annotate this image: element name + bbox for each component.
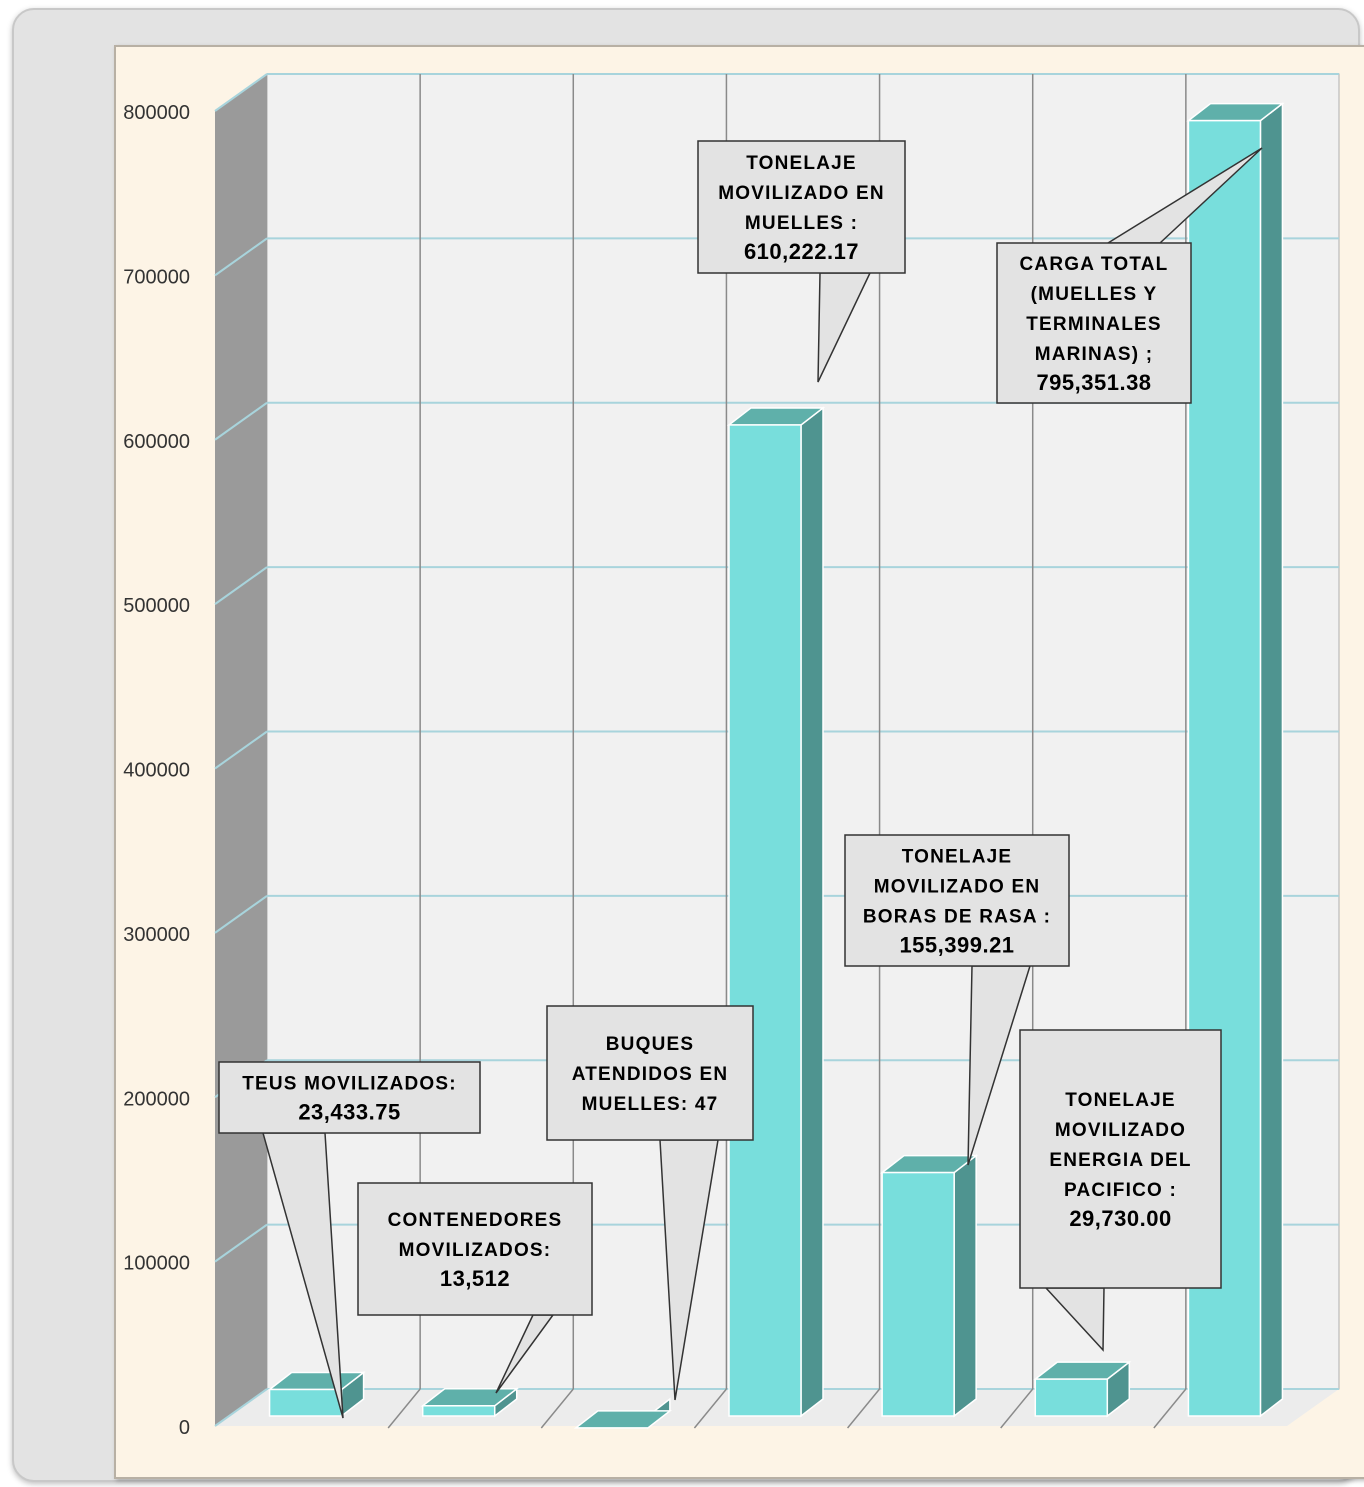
data-label: (MUELLES Y	[1031, 284, 1158, 305]
bar	[1034, 1378, 1109, 1417]
y-tick-label: 600000	[123, 431, 190, 453]
callout-box	[546, 1005, 754, 1141]
bar-side	[953, 1154, 977, 1418]
data-label: ENERGIA DEL	[1049, 1150, 1191, 1171]
gridline-side	[214, 237, 268, 277]
data-label: TONELAJE	[1065, 1090, 1176, 1111]
bar-side	[800, 406, 824, 1418]
data-label: TONELAJE	[746, 153, 857, 174]
gridline-side	[214, 566, 268, 605]
bar	[268, 1388, 343, 1417]
bar-side	[1259, 102, 1284, 1418]
gridline-side	[214, 730, 268, 770]
bar	[421, 1405, 496, 1417]
floor-tick	[693, 1388, 728, 1429]
data-label: 795,351.38	[1036, 370, 1151, 395]
gridline-side	[214, 1223, 268, 1263]
data-label: MARINAS) ;	[1035, 344, 1154, 365]
data-label: BUQUES	[606, 1034, 695, 1055]
y-tick-label: 100000	[123, 1253, 190, 1275]
data-label: ATENDIDOS EN	[572, 1064, 729, 1085]
data-label: CONTENEDORES	[388, 1210, 563, 1231]
callout-box	[218, 1061, 481, 1134]
data-label: CARGA TOTAL	[1019, 254, 1168, 275]
bar	[881, 1171, 955, 1417]
gridline-side	[214, 1388, 268, 1427]
data-label: 13,512	[440, 1266, 510, 1291]
gridline-side	[214, 73, 268, 112]
callout-box	[996, 242, 1192, 404]
callout-box	[844, 834, 1070, 967]
y-tick-label: 0	[179, 1417, 190, 1439]
y-tick-label: 200000	[123, 1088, 190, 1110]
gridline-side	[214, 895, 268, 934]
data-label: MUELLES :	[745, 213, 858, 234]
callout-box	[1019, 1029, 1222, 1289]
bar-top	[573, 1410, 673, 1429]
y-tick-label: 800000	[123, 102, 190, 124]
data-label: MOVILIZADO EN	[874, 877, 1041, 898]
data-label: BORAS DE RASA :	[863, 907, 1051, 928]
y-tick-label: 700000	[123, 266, 190, 288]
data-label: 29,730.00	[1069, 1206, 1171, 1231]
floor-tick	[1153, 1388, 1187, 1429]
data-label: MOVILIZADO	[1055, 1120, 1186, 1141]
y-tick-label: 500000	[123, 595, 190, 617]
data-label: MOVILIZADO EN	[718, 183, 885, 204]
y-tick-label: 300000	[123, 924, 190, 946]
data-label: MOVILIZADOS:	[399, 1240, 552, 1261]
y-tick-label: 400000	[123, 760, 190, 782]
bar	[728, 424, 802, 1417]
data-label: TONELAJE	[902, 847, 1013, 868]
gridline-side	[214, 401, 268, 441]
data-label: TERMINALES	[1026, 314, 1162, 335]
data-label: PACIFICO :	[1064, 1180, 1177, 1201]
data-label: 155,399.21	[899, 933, 1014, 958]
floor-tick	[1000, 1388, 1034, 1429]
data-label: 610,222.17	[744, 239, 859, 264]
floor-tick	[540, 1388, 574, 1429]
floor-tick	[846, 1388, 881, 1429]
callout-box	[357, 1182, 593, 1316]
callout-box	[697, 140, 906, 274]
data-label: MUELLES: 47	[582, 1094, 719, 1115]
data-label: 23,433.75	[298, 1100, 400, 1125]
data-label: TEUS MOVILIZADOS:	[242, 1074, 457, 1095]
floor-tick	[387, 1388, 421, 1429]
